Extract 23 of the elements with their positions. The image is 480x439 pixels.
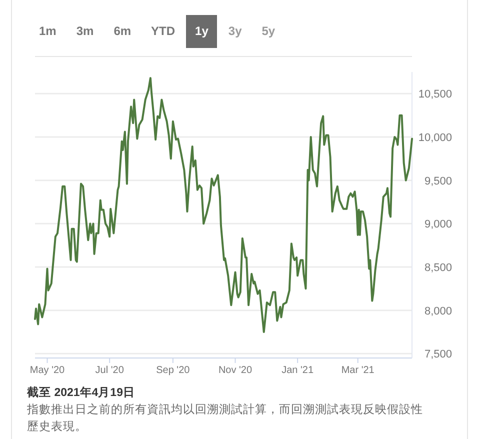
x-tick-label: May '20 [30,365,66,376]
text: 截至 2021年4月19日 [27,385,136,401]
y-tick-label: 10,000 [418,132,452,144]
y-tick-label: 9,000 [424,218,452,231]
y-tick-label: 9,500 [424,175,452,188]
text: 1y [186,15,218,48]
x-tick-label: Jul '20 [95,365,124,376]
text: YTD [150,23,176,40]
y-tick-label: 8,500 [424,262,452,274]
text: 1m [38,23,58,40]
y-tick-label: 8,000 [424,305,452,318]
y-tick-label: 7,500 [424,348,452,361]
x-tick-label: Mar '21 [341,365,375,376]
text: 5y [260,23,276,40]
line-series [34,77,413,333]
text: 指數推出日之前的所有資訊均以回溯測試計算，而回溯測試表現反映假設性歷史表現。 [27,402,424,435]
x-tick-label: Jan '21 [282,365,314,376]
text: 6m [112,23,132,40]
x-tick-label: Nov '20 [218,365,252,376]
x-tick-label: Sep '20 [156,365,190,376]
y-tick-label: 10,500 [418,88,452,101]
text: 3m [75,23,95,40]
text: 3y [227,23,243,40]
